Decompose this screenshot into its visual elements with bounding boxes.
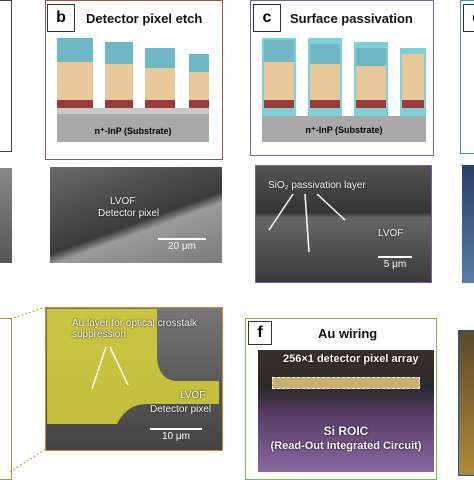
chip-photo [258,350,434,472]
sem-label: LVOF [110,196,136,207]
panel-title: Surface passivation [290,11,413,26]
connector [10,307,46,473]
panel-label: c [253,4,281,32]
panel-label: f [248,321,272,345]
au-layer [47,309,219,424]
pillars [57,38,209,142]
sem-annotation: Au layer for optical crosstalk suppressi… [72,318,198,340]
photo [462,165,474,283]
schematic [262,38,426,142]
sem-label: Detector pixel [98,208,160,219]
panel-g-image [458,330,474,476]
chip-label: 256×1 detector pixel array [283,353,419,365]
chip-label: (Read-Out Integrated Circuit) [270,440,422,452]
sem-label: Detector pixel [150,404,212,415]
panel-a-frame [0,0,12,152]
scale-bar: 5 μm [378,256,412,270]
scale-bar: 10 μm [150,428,202,442]
sem-annotation: SiO₂ passivation layer [268,180,366,191]
panel-title: Detector pixel etch [86,11,203,26]
array-strip [272,377,420,389]
substrate-label: n⁺-InP (Substrate) [305,125,383,135]
arrows [91,346,129,390]
arrows [268,193,346,253]
panel-a-image [0,168,12,263]
panel-label: b [47,4,75,32]
panel-title: Au wiring [318,326,378,341]
substrate-label: n⁺-InP (Substrate) [94,126,172,136]
panel-d-frame [460,0,474,154]
sem-label: LVOF [378,228,404,239]
sem-label: LVOF [180,390,206,401]
chip-label: Si ROIC [323,424,369,438]
schematic [57,38,209,142]
panel-label: d [463,4,474,32]
scale-bar: 20 μm [158,238,206,252]
panel-b-frame [45,0,223,160]
panel-c-frame [250,0,434,156]
